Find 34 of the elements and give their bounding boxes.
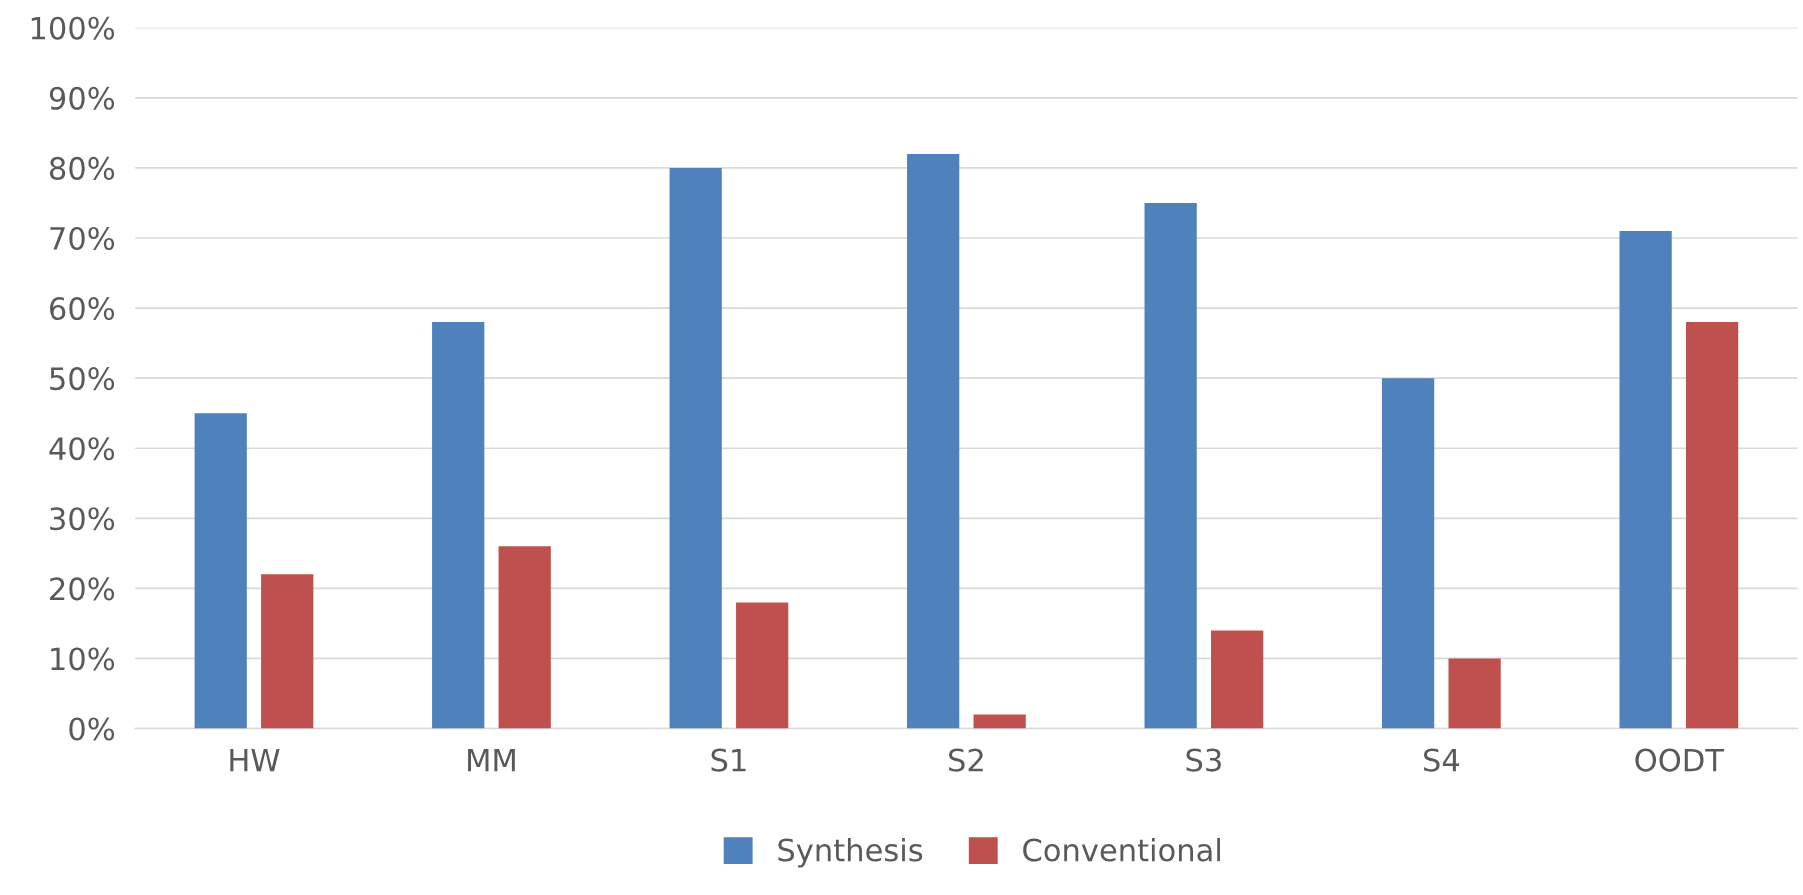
x-tick-label: OODT: [1635, 748, 1725, 772]
bar: [194, 413, 247, 729]
bar: [1448, 658, 1501, 729]
bar: [1382, 378, 1435, 729]
y-tick-label: 50%: [50, 367, 115, 391]
x-tick-label: S3: [1186, 748, 1221, 772]
bar: [1619, 230, 1672, 729]
y-tick-label: 80%: [49, 156, 115, 180]
y-tick-label: 60%: [50, 296, 115, 321]
y-tick-label: 90%: [49, 86, 115, 110]
bar: [261, 574, 314, 729]
bar: [1211, 630, 1264, 729]
legend-label: Synthesis: [778, 837, 923, 868]
y-tick-label: 100%: [31, 16, 115, 40]
y-tick-label: 70%: [50, 226, 115, 251]
x-tick-label: HW: [230, 748, 280, 772]
x-tick-label: S2: [949, 748, 983, 772]
bar: [669, 167, 722, 729]
bar: [498, 546, 551, 729]
bar: [432, 322, 485, 729]
y-tick-label: 0%: [69, 717, 115, 741]
bar: [1685, 322, 1739, 729]
x-tick-label: S1: [711, 748, 746, 772]
y-tick-label: 30%: [50, 507, 115, 531]
x-tick-label: S4: [1423, 748, 1460, 772]
bar: [736, 602, 789, 729]
x-tick-label: MM: [468, 748, 515, 772]
legend-label: Conventional: [1023, 837, 1220, 862]
bar: [1144, 202, 1197, 729]
y-tick-label: 40%: [49, 437, 115, 461]
bar: [907, 153, 960, 729]
bar: [973, 714, 1026, 729]
y-tick-label: 20%: [50, 577, 115, 601]
y-tick-label: 10%: [51, 647, 115, 671]
